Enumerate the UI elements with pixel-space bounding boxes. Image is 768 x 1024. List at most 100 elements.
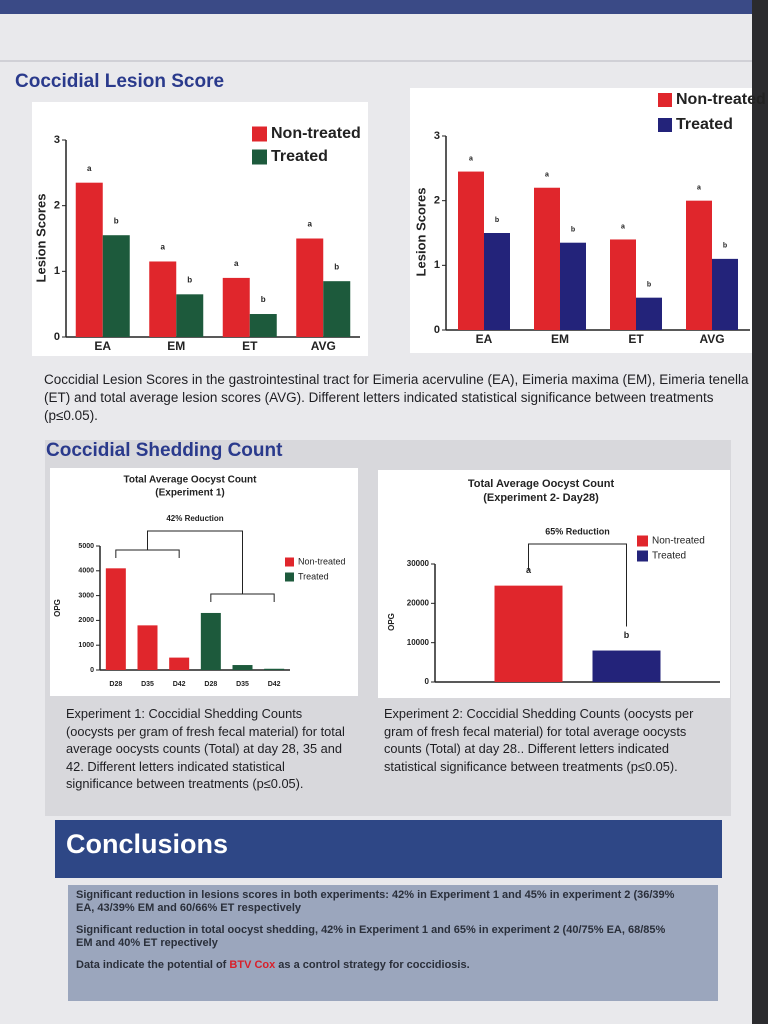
significance-letter: b [495,217,499,224]
significance-letter: b [334,262,339,271]
conclusion-item: Significant reduction in lesions scores … [76,889,675,914]
significance-letter: b [624,630,630,640]
bar [686,200,712,330]
legend-swatch [658,93,672,107]
significance-letter: a [621,223,625,230]
significance-letter: b [261,295,266,304]
bar [149,261,177,337]
x-tick-label: EA [94,339,111,353]
section-title: Coccidial Lesion Score [15,71,225,92]
divider [0,60,752,62]
y-tick-label: 2 [54,200,60,212]
significance-letter: b [647,282,651,289]
legend-label: Treated [676,116,733,133]
bar [592,650,661,682]
annotation: 65% Reduction [545,526,610,536]
conclusions-list: Significant reduction in lesions scores … [76,889,676,981]
y-tick-label: 1 [54,265,60,277]
legend-label: Non-treated [271,125,361,142]
legend-label: Treated [652,551,686,562]
y-tick-label: 0 [425,677,430,686]
significance-letter: a [308,220,313,229]
significance-letter: b [187,275,192,284]
bar [75,182,103,337]
legend-label: Treated [271,148,328,165]
y-tick-label: 1 [434,259,440,271]
conclusions-bar [55,820,722,878]
bar [610,239,636,330]
bar [712,258,738,330]
y-tick-label: 20000 [407,598,430,607]
y-tick-label: 2 [434,195,440,207]
x-tick-label: EM [551,332,569,346]
caption: Experiment 1: Coccidial Shedding Counts … [66,706,345,791]
y-axis-label: OPG [53,599,62,617]
y-tick-label: 4000 [78,568,94,575]
y-tick-label: 0 [434,324,440,336]
x-tick-label: AVG [699,332,724,346]
significance-letter: b [114,216,119,225]
bar [102,235,130,337]
legend-label: Non-treated [652,536,705,547]
significance-letter: a [545,172,549,179]
bar [137,625,158,670]
bar [232,665,253,670]
significance-letter: a [87,164,92,173]
significance-letter: a [161,243,166,252]
legend-swatch [285,557,294,567]
text: Data indicate the potential of [76,959,230,971]
y-tick-label: 1000 [78,642,94,649]
bar [105,568,126,670]
bar [249,314,277,337]
legend-swatch [285,572,294,582]
bar [169,657,190,670]
chart-subtitle: (Experiment 2- Day28) [483,492,599,504]
charts: 0 1 2 3 EA EM ET AVG a a a a Non-treated b b b b Treated L… [33,91,765,688]
bar [458,171,484,330]
x-tick-label: EM [167,339,185,353]
legend-swatch [252,126,267,142]
bar [176,294,204,337]
annotation: 42% Reduction [166,514,223,523]
y-tick-label: 0 [90,667,94,674]
conclusion-item: Data indicate the potential of BTV Cox a… [76,959,676,972]
significance-bracket [528,543,627,627]
y-tick-label: 5000 [78,543,94,550]
y-tick-label: 3 [434,130,440,142]
text: as a control strategy for coccidiosis. [275,959,470,971]
y-tick-label: 10000 [407,638,430,647]
legend-swatch [252,149,267,165]
bar [222,277,250,337]
significance-letter: b [723,243,727,250]
legend-swatch [637,535,648,547]
chart-title: Total Average Oocyst Count [468,478,615,490]
x-tick-label: ET [242,339,258,353]
bar [560,242,586,330]
caption: Experiment 2: Coccidial Shedding Counts … [384,706,694,774]
x-tick-label: D42 [173,681,186,688]
legend-label: Non-treated [298,556,346,566]
bar [636,297,662,330]
bar [200,612,221,670]
y-tick-label: 0 [54,331,60,343]
x-tick-label: EA [476,332,493,346]
caption: Coccidial Lesion Scores in the gastroint… [44,372,749,423]
x-tick-label: D42 [268,681,281,688]
legend-label: Treated [298,571,329,581]
section-title: Coccidial Shedding Count [46,440,283,461]
legend-swatch [658,118,672,132]
bar [484,233,510,330]
significance-letter: a [526,565,532,575]
y-axis-label: OPG [387,613,396,631]
y-axis-label: Lesion Scores [413,188,428,277]
x-tick-label: D35 [141,681,154,688]
significance-letter: a [234,259,239,268]
y-axis-label: Lesion Scores [33,194,48,283]
significance-bracket [115,530,275,602]
conclusions-box [68,885,718,1001]
x-tick-label: AVG [311,339,336,353]
conclusion-item: Significant reduction in total oocyst sh… [76,924,666,949]
conclusions-title: Conclusions [66,829,229,859]
y-tick-label: 3 [54,134,60,146]
bar [264,668,285,670]
